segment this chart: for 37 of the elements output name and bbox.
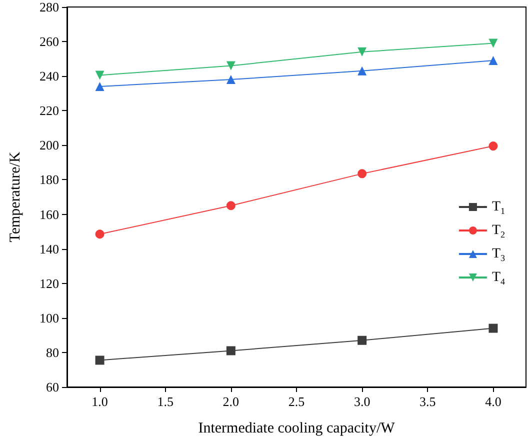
point — [95, 70, 104, 80]
point — [95, 230, 104, 239]
x-tick-label: 3.5 — [420, 394, 436, 409]
y-tick-label: 260 — [40, 34, 59, 50]
point — [488, 142, 498, 151]
point — [358, 336, 367, 345]
y-tick-label: 220 — [40, 103, 59, 118]
point — [358, 66, 367, 76]
y-tick-label: 80 — [46, 344, 59, 360]
y-tick-label: 140 — [40, 241, 59, 256]
point — [226, 346, 236, 356]
point — [226, 61, 236, 70]
point — [488, 56, 498, 66]
y-tick-label: 200 — [40, 138, 59, 153]
y-tick-label: 100 — [40, 310, 59, 326]
point — [95, 82, 104, 91]
y-tick-label: 120 — [40, 276, 59, 291]
x-tick-label: 2.0 — [222, 394, 240, 409]
point — [488, 324, 498, 333]
x-tick-label: 1.5 — [157, 394, 174, 409]
point — [488, 38, 498, 48]
x-tick-label: 4.0 — [485, 394, 502, 409]
point — [95, 356, 104, 365]
point — [226, 201, 236, 210]
y-tick-label: 240 — [40, 68, 59, 84]
y-axis-title: Temperature/K — [8, 152, 24, 242]
x-axis-title: Intermediate cooling capacity/W — [198, 420, 396, 436]
x-tick-label: 2.5 — [288, 394, 305, 409]
y-tick-label: 60 — [46, 380, 59, 394]
y-tick-label: 160 — [40, 206, 59, 222]
x-tick-label: 1.0 — [92, 394, 108, 409]
point — [226, 75, 236, 84]
x-tick-label: 3.0 — [354, 394, 370, 409]
y-tick-label: 280 — [40, 0, 59, 14]
point — [358, 169, 367, 178]
y-tick-label: 180 — [40, 172, 59, 188]
point — [358, 47, 367, 56]
